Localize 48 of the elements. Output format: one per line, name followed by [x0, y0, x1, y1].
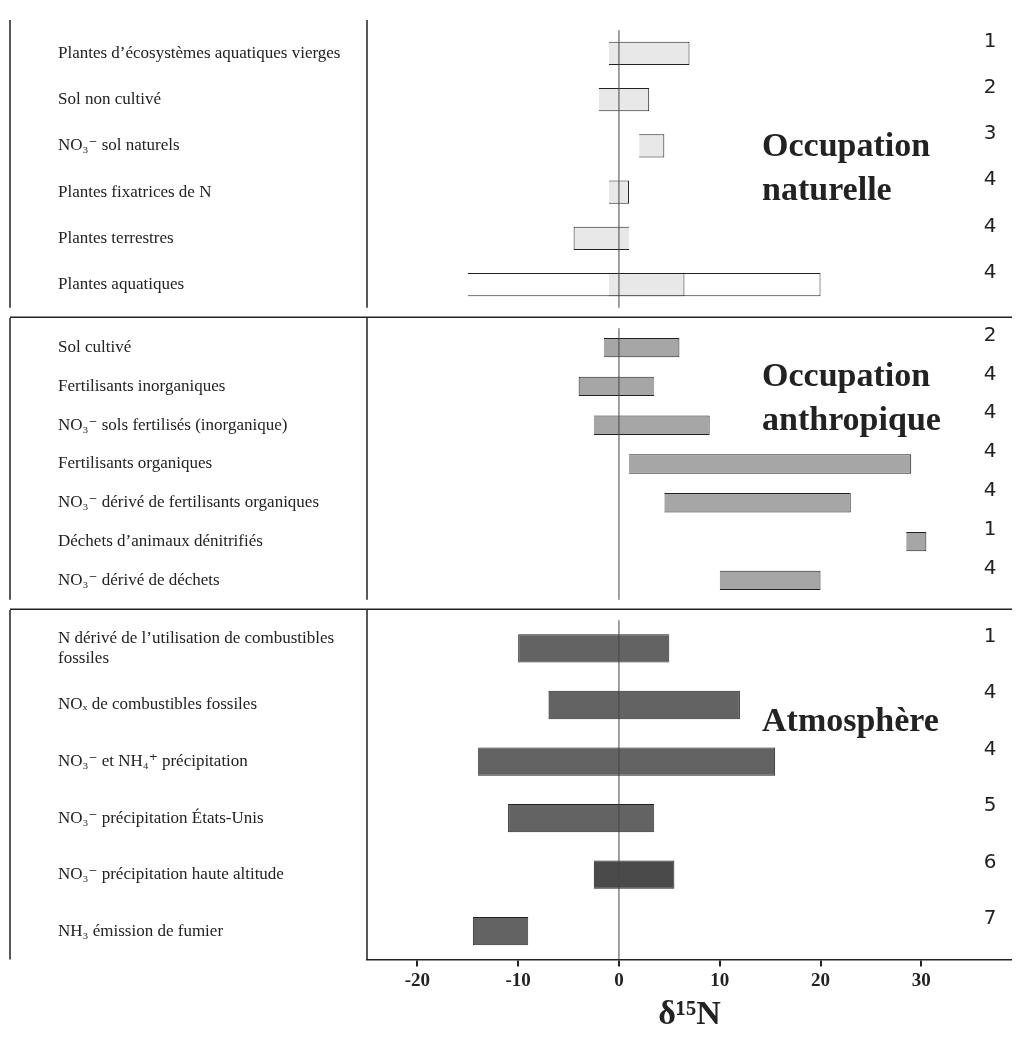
annotation: 4 — [983, 166, 997, 191]
x-tick-label: 20 — [811, 968, 831, 990]
annotation: 4 — [983, 360, 997, 385]
annotation: 3 — [983, 120, 997, 145]
x-axis-title: δ¹⁵N — [658, 994, 722, 1032]
annotation: 4 — [983, 258, 997, 283]
x-tick-label: 10 — [710, 968, 730, 990]
annotation: 4 — [983, 679, 997, 704]
y-tick-label: Sol non cultivé — [58, 89, 161, 109]
y-tick-label: Plantes aquatiques — [58, 274, 185, 294]
y-tick-label: Déchets d’animaux dénitrifiés — [58, 531, 263, 551]
annotation: 2 — [983, 73, 997, 98]
annotation: 6 — [983, 848, 997, 873]
y-tick-label: NO₃⁻ et NH₄⁺ précipitation — [58, 751, 249, 770]
annotation: Atmosphère — [762, 700, 939, 738]
y-tick-label: Plantes terrestres — [58, 227, 174, 247]
annotation: 4 — [983, 554, 997, 579]
annotation: 1 — [983, 622, 997, 647]
annotation: Occupation anthropique — [762, 355, 941, 437]
y-tick-label: NO₃⁻ précipitation États-Unis — [58, 807, 264, 827]
annotation: 4 — [983, 477, 997, 501]
annotation: 4 — [983, 212, 997, 237]
y-tick-label: N dérivé de l’utilisation de combustibles fossiles — [58, 627, 335, 668]
annotation: 4 — [983, 735, 997, 760]
annotation: 2 — [983, 321, 997, 346]
y-tick-label: Plantes d’écosystèmes aquatiques vierges — [58, 42, 341, 62]
y-tick-label: NO₃⁻ sols fertilisés (inorganique) — [58, 414, 288, 434]
y-tick-label: NH₃ émission de fumier — [58, 920, 224, 940]
y-tick-label: NOₓ de combustibles fossiles — [58, 694, 257, 714]
x-tick-label: -20 — [404, 968, 431, 990]
y-tick-label: Fertilisants organiques — [58, 453, 213, 473]
y-tick-label: NO₃⁻ dérivé de déchets — [58, 569, 220, 589]
annotation: 4 — [983, 438, 997, 463]
y-tick-label: Fertilisants inorganiques — [58, 375, 226, 395]
annotation: 7 — [983, 905, 997, 930]
annotation: 1 — [983, 515, 997, 540]
x-tick-label: 30 — [911, 968, 931, 990]
y-tick-label: Sol cultivé — [58, 337, 132, 357]
annotation: 4 — [983, 399, 997, 424]
annotation: 5 — [983, 792, 997, 817]
x-tick-label: 0 — [614, 968, 624, 990]
y-tick-label: Plantes fixatrices de N — [58, 181, 212, 201]
annotation: Occupation naturelle — [762, 125, 931, 207]
y-tick-label: NO₃⁻ sol naturels — [58, 135, 180, 155]
x-tick-label: -10 — [505, 968, 531, 990]
annotation: 1 — [983, 27, 997, 52]
y-tick-label: NO₃⁻ précipitation haute altitude — [58, 864, 284, 884]
y-tick-label: NO₃⁻ dérivé de fertilisants organiques — [58, 492, 320, 512]
